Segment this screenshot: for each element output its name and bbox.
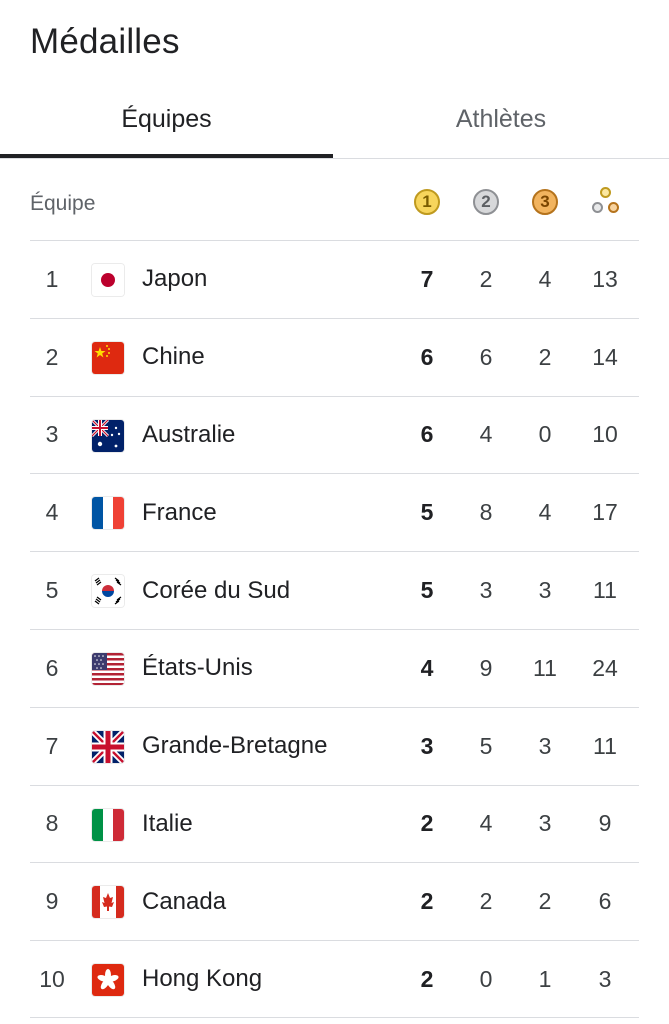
bronze-count: 3 [538,732,552,759]
total-count: 13 [592,265,618,292]
gold-count: 2 [420,810,434,837]
south-korea-flag-icon [92,575,124,608]
team-name: États-Unis [142,654,253,682]
table-header: Équipe 1 2 3 [30,170,639,240]
silver-count: 9 [479,654,493,681]
rank: 3 [45,421,59,448]
team-name: France [142,498,217,526]
hong-kong-flag-icon [92,964,124,997]
bronze-count: 2 [538,888,552,915]
active-tab-indicator [0,154,333,158]
total-count: 3 [598,965,612,992]
table-row[interactable]: 7 Grande-Bretagne 3 5 3 11 [30,706,639,785]
gold-count: 2 [420,888,434,915]
page-title: Médailles [30,22,180,61]
tab-athletes[interactable]: Athlètes [455,104,547,133]
gold-count: 5 [420,577,434,604]
gold-count: 3 [420,732,434,759]
team-name: Hong Kong [142,965,263,993]
tabs-divider [0,158,669,159]
total-medals-icon[interactable] [590,187,622,217]
bronze-count: 1 [538,965,552,992]
bronze-count: 4 [538,499,552,526]
team-name: Italie [142,809,193,837]
rank: 5 [45,577,59,604]
australia-flag-icon [92,419,124,452]
gold-medal-icon[interactable]: 1 [414,189,440,215]
silver-count: 5 [479,732,493,759]
total-count: 14 [592,343,618,370]
silver-count: 4 [479,810,493,837]
medal-table: Équipe 1 2 3 1 Japon 7 2 4 13 2 Chine 6 … [30,170,639,1018]
total-count: 24 [592,654,618,681]
gold-count: 4 [420,654,434,681]
rank: 1 [45,265,59,292]
table-row[interactable]: 6 États-Unis 4 9 11 24 [30,628,639,707]
team-name: Corée du Sud [142,576,291,604]
team-name: Canada [142,887,227,915]
rank: 10 [39,965,65,992]
gold-count: 5 [420,499,434,526]
france-flag-icon [92,497,124,530]
silver-count: 6 [479,343,493,370]
gold-count: 2 [420,965,434,992]
table-row[interactable]: 9 Canada 2 2 2 6 [30,862,639,940]
rank: 4 [45,499,59,526]
bronze-count: 11 [533,654,557,681]
gold-count: 6 [420,421,434,448]
team-name: Australie [142,420,236,448]
uk-flag-icon [92,730,124,763]
canada-flag-icon [92,886,124,919]
bronze-count: 4 [538,265,552,292]
usa-flag-icon [92,652,124,685]
table-row[interactable]: 2 Chine 6 6 2 14 [30,317,639,396]
bronze-count: 3 [538,577,552,604]
italy-flag-icon [92,808,124,841]
silver-count: 8 [479,499,493,526]
table-row[interactable]: 8 Italie 2 4 3 9 [30,784,639,863]
bronze-count: 3 [538,810,552,837]
total-count: 9 [598,810,612,837]
total-count: 10 [592,421,618,448]
team-name: Chine [142,343,205,371]
silver-count: 2 [479,888,493,915]
team-name: Japon [142,265,208,293]
rank: 2 [45,343,59,370]
rank: 6 [45,654,59,681]
table-row[interactable]: 4 France 5 8 4 17 [30,473,639,551]
tab-bar: Équipes Athlètes [0,80,669,160]
rank: 8 [45,810,59,837]
silver-medal-icon[interactable]: 2 [473,189,499,215]
table-row[interactable]: 3 Australie 6 4 0 10 [30,395,639,474]
japan-flag-icon [92,264,124,296]
gold-count: 7 [420,265,434,292]
bronze-medal-icon[interactable]: 3 [532,189,558,215]
total-count: 6 [598,888,612,915]
silver-count: 2 [479,265,493,292]
table-row[interactable]: 10 Hong Kong 2 0 1 3 [30,940,639,1018]
china-flag-icon [92,341,124,374]
bronze-count: 2 [538,343,552,370]
silver-count: 4 [479,421,493,448]
silver-count: 3 [479,577,493,604]
team-column-header: Équipe [30,192,96,215]
table-row[interactable]: 5 Corée du Sud 5 3 3 11 [30,551,639,629]
bronze-count: 0 [538,421,552,448]
total-count: 11 [593,732,617,759]
total-count: 11 [593,577,617,604]
rank: 9 [45,888,59,915]
team-name: Grande-Bretagne [142,732,328,760]
silver-count: 0 [479,965,493,992]
table-row[interactable]: 1 Japon 7 2 4 13 [30,240,639,318]
rank: 7 [45,732,59,759]
tab-teams[interactable]: Équipes [121,104,212,133]
gold-count: 6 [420,343,434,370]
total-count: 17 [592,499,618,526]
